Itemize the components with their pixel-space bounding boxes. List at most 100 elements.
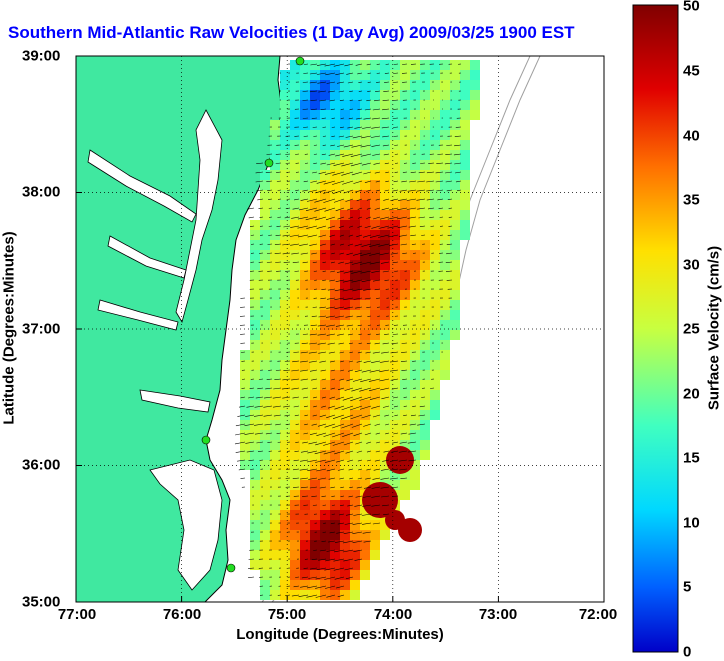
colorbar-tick-label: 10 (683, 515, 700, 532)
velocity-cell (400, 420, 410, 430)
velocity-cell (440, 290, 450, 300)
velocity-cell (320, 160, 330, 170)
velocity-cell (370, 530, 380, 540)
velocity-cell (390, 330, 400, 340)
y-axis-label: Latitude (Degrees:Minutes) (1, 231, 18, 424)
velocity-cell (300, 190, 310, 200)
velocity-cell (440, 210, 450, 220)
velocity-cell (460, 150, 470, 160)
velocity-cell (390, 120, 400, 130)
velocity-cell (400, 80, 410, 90)
velocity-cell (270, 580, 280, 590)
velocity-cell (430, 250, 440, 260)
velocity-cell (430, 290, 440, 300)
velocity-cell (410, 210, 420, 220)
velocity-cell (270, 550, 280, 560)
velocity-cell (310, 510, 320, 520)
velocity-cell (440, 220, 450, 230)
velocity-cell (290, 520, 300, 530)
velocity-cell (410, 70, 420, 80)
velocity-cell (350, 460, 360, 470)
velocity-cell (350, 220, 360, 230)
velocity-cell (290, 250, 300, 260)
velocity-cell (420, 130, 430, 140)
velocity-cell (320, 390, 330, 400)
velocity-cell (440, 240, 450, 250)
velocity-cell (310, 230, 320, 240)
velocity-cell (450, 170, 460, 180)
velocity-cell (430, 280, 440, 290)
velocity-cell (270, 510, 280, 520)
velocity-cell (270, 540, 280, 550)
velocity-cell (420, 90, 430, 100)
velocity-cell (300, 490, 310, 500)
velocity-cell (310, 130, 320, 140)
velocity-cell (400, 410, 410, 420)
velocity-cell (330, 530, 340, 540)
velocity-cell (380, 80, 390, 90)
velocity-cell (400, 70, 410, 80)
velocity-cell (320, 340, 330, 350)
velocity-cell (370, 460, 380, 470)
velocity-cell (470, 70, 480, 80)
velocity-cell (450, 110, 460, 120)
velocity-cell (410, 100, 420, 110)
velocity-cell (360, 130, 370, 140)
velocity-cell (410, 250, 420, 260)
velocity-cell (440, 120, 450, 130)
velocity-cell (300, 430, 310, 440)
velocity-cell (360, 350, 370, 360)
velocity-cell (320, 120, 330, 130)
velocity-cell (250, 410, 260, 420)
velocity-cell (310, 100, 320, 110)
velocity-cell (450, 310, 460, 320)
velocity-cell (290, 530, 300, 540)
velocity-cell (390, 230, 400, 240)
velocity-cell (410, 290, 420, 300)
velocity-cell (260, 400, 270, 410)
velocity-cell (440, 360, 450, 370)
velocity-cell (250, 360, 260, 370)
velocity-cell (240, 400, 250, 410)
velocity-cell (260, 240, 270, 250)
velocity-cell (300, 440, 310, 450)
velocity-cell (470, 110, 480, 120)
velocity-cell (350, 140, 360, 150)
velocity-cell (370, 190, 380, 200)
velocity-cell (420, 420, 430, 430)
velocity-cell (390, 190, 400, 200)
velocity-cell (450, 250, 460, 260)
velocity-cell (460, 60, 470, 70)
velocity-cell (330, 250, 340, 260)
velocity-cell (370, 230, 380, 240)
velocity-cell (320, 560, 330, 570)
velocity-cell (340, 320, 350, 330)
velocity-cell (430, 220, 440, 230)
velocity-cell (420, 70, 430, 80)
velocity-cell (430, 160, 440, 170)
velocity-cell (260, 540, 270, 550)
velocity-cell (330, 100, 340, 110)
velocity-cell (440, 160, 450, 170)
velocity-cell (360, 460, 370, 470)
velocity-cell (420, 80, 430, 90)
velocity-cell (250, 340, 260, 350)
velocity-cell (350, 230, 360, 240)
velocity-cell (460, 230, 470, 240)
velocity-cell (320, 220, 330, 230)
velocity-cell (360, 60, 370, 70)
velocity-cell (290, 170, 300, 180)
velocity-cell (280, 570, 290, 580)
velocity-cell (340, 500, 350, 510)
velocity-cell (360, 280, 370, 290)
velocity-cell (330, 120, 340, 130)
velocity-cell (260, 220, 270, 230)
velocity-cell (270, 330, 280, 340)
velocity-cell (360, 520, 370, 530)
velocity-cell (320, 480, 330, 490)
velocity-cell (250, 230, 260, 240)
velocity-cell (450, 330, 460, 340)
velocity-cell (300, 100, 310, 110)
velocity-cell (320, 580, 330, 590)
velocity-cell (260, 370, 270, 380)
